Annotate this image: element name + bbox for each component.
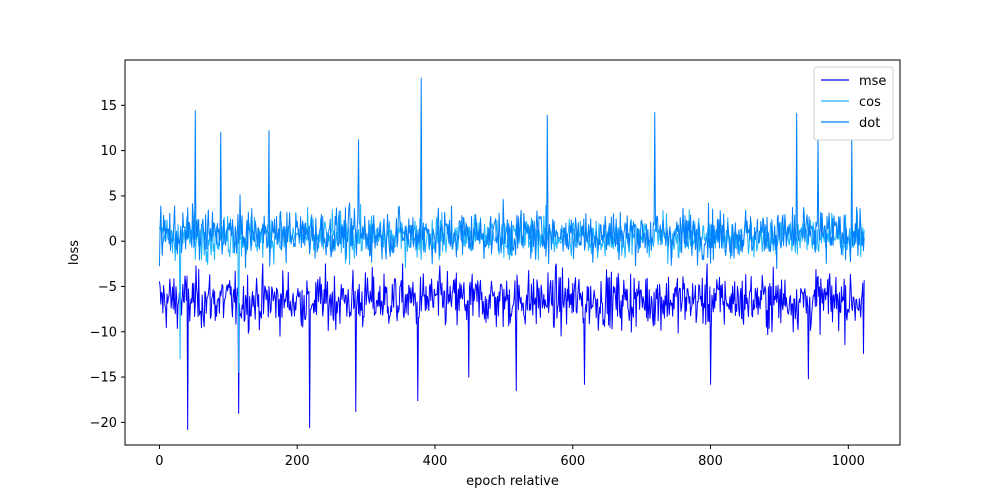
y-tick-label: −15	[90, 371, 117, 386]
y-tick-label: −20	[90, 416, 117, 431]
y-axis-label: loss	[67, 240, 82, 265]
x-tick-label: 400	[423, 454, 448, 469]
y-tick-label: −5	[98, 280, 117, 295]
y-tick-label: 0	[109, 235, 117, 250]
y-tick-label: 5	[109, 189, 117, 204]
x-tick-label: 800	[698, 454, 723, 469]
legend-label-mse: mse	[859, 74, 886, 89]
ticks-layer: 0 200 400 600 800 1000 −20 −15 −10 −5 0 5 10 15	[90, 99, 865, 469]
legend-label-dot: dot	[859, 116, 880, 131]
y-tick-label: 15	[100, 99, 117, 114]
series-layer	[158, 77, 865, 431]
legend-label-cos: cos	[859, 95, 881, 110]
x-tick-label: 1000	[832, 454, 865, 469]
series-line-mse	[158, 263, 865, 431]
x-tick-label: 600	[560, 454, 585, 469]
y-tick-label: −10	[90, 325, 117, 340]
x-tick-label: 0	[155, 454, 163, 469]
series-line-dot	[158, 77, 865, 269]
x-axis-label: epoch relative	[466, 474, 559, 489]
plot-frame	[124, 59, 901, 446]
y-tick-label: 10	[100, 144, 117, 159]
x-tick-label: 200	[285, 454, 310, 469]
legend: mse cos dot	[813, 66, 894, 141]
